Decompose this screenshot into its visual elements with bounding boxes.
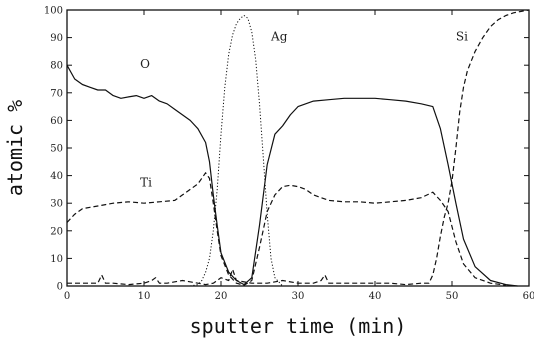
series-label-ag: Ag <box>270 29 288 43</box>
series-line-ti <box>66 172 506 286</box>
y-tick-label: 90 <box>50 33 63 44</box>
y-tick-label: 10 <box>50 254 63 265</box>
x-axis-title: sputter time (min) <box>190 314 407 338</box>
x-tick-label: 10 <box>138 291 151 302</box>
y-tick-label: 40 <box>50 171 63 182</box>
y-tick-label: 0 <box>57 282 63 293</box>
series-label-o: O <box>140 57 150 71</box>
series-group <box>66 9 530 287</box>
y-tick-label: 60 <box>50 116 63 127</box>
series-line-o <box>66 64 518 287</box>
tick-group: 0 10 20 30 40 50 60 70 80 90 100 0 10 20 30 40 50 60 <box>44 6 534 303</box>
x-tick-label: 60 <box>523 291 534 302</box>
series-line-si <box>67 9 530 286</box>
x-tick-label: 30 <box>292 291 305 302</box>
y-tick-label: 20 <box>50 226 63 237</box>
y-tick-label: 50 <box>50 144 63 155</box>
y-tick-label: 100 <box>44 6 63 17</box>
series-label-group: O Ti Ag Si <box>140 29 468 189</box>
plot-frame <box>66 9 530 287</box>
x-tick-label: 40 <box>369 291 382 302</box>
x-tick-label: 0 <box>64 291 70 302</box>
series-label-si: Si <box>456 29 468 43</box>
series-label-ti: Ti <box>140 176 152 190</box>
series-line-ag <box>190 15 283 287</box>
y-tick-label: 80 <box>50 61 63 72</box>
y-axis-title: atomic % <box>3 100 27 196</box>
x-tick-label: 20 <box>215 291 228 302</box>
y-tick-label: 70 <box>50 88 63 99</box>
x-tick-label: 50 <box>446 291 459 302</box>
y-tick-label: 30 <box>50 199 63 210</box>
